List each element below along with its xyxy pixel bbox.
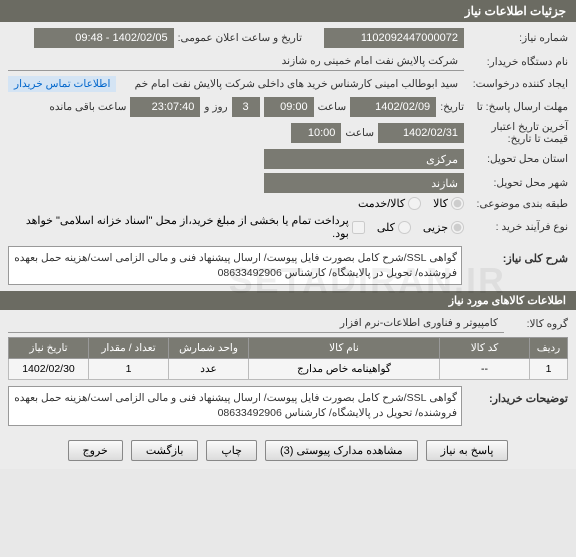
- cell-name: گواهینامه خاص مدارج: [249, 359, 440, 380]
- cell-unit: عدد: [169, 359, 249, 380]
- remain-days: 3: [232, 97, 260, 117]
- buy-type-label: نوع فرآیند خرید :: [468, 221, 568, 233]
- announce-value: 1402/02/05 - 09:48: [34, 28, 174, 48]
- radio-kala[interactable]: کالا: [433, 197, 464, 210]
- radio-kala-khadamat[interactable]: کالا/خدمت: [358, 197, 421, 210]
- validity-label: آخرین تاریخ اعتبار قیمت تا تاریخ:: [468, 121, 568, 145]
- cell-code: --: [440, 359, 530, 380]
- radio-jozee[interactable]: جزیی: [423, 221, 464, 234]
- col-code: کد کالا: [440, 338, 530, 359]
- items-header: اطلاعات کالاهای مورد نیاز: [0, 291, 576, 310]
- button-row: پاسخ به نیاز مشاهده مدارک پیوستی (3) چاپ…: [0, 432, 576, 469]
- col-date: تاریخ نیاز: [9, 338, 89, 359]
- need-no-value: 1102092447000072: [324, 28, 464, 48]
- form-area: شماره نیاز: 1102092447000072 تاریخ و ساع…: [0, 22, 576, 291]
- classification-label: طبقه بندی موضوعی:: [468, 198, 568, 210]
- cell-row: 1: [530, 359, 568, 380]
- col-qty: تعداد / مقدار: [89, 338, 169, 359]
- panel-header: جزئیات اطلاعات نیاز: [0, 0, 576, 22]
- group-label: گروه کالا:: [508, 318, 568, 330]
- buy-note-check: پرداخت تمام یا بخشی از مبلغ خرید،از محل …: [8, 214, 365, 240]
- contact-link[interactable]: اطلاعات تماس خریدار: [8, 76, 116, 92]
- desc-text: گواهی SSL/شرح کامل بصورت فایل پیوست/ ارس…: [8, 246, 462, 285]
- cell-qty: 1: [89, 359, 169, 380]
- deadline-date: 1402/02/09: [350, 97, 436, 117]
- print-button[interactable]: چاپ: [206, 440, 257, 461]
- classification-radio-group: کالا کالا/خدمت: [358, 197, 464, 210]
- exit-button[interactable]: خروج: [68, 440, 123, 461]
- buyer-label: نام دستگاه خریدار:: [468, 56, 568, 68]
- desc-title: شرح کلی نیاز:: [468, 252, 568, 265]
- col-name: نام کالا: [249, 338, 440, 359]
- remain-time: 23:07:40: [130, 97, 200, 117]
- deadline-label: مهلت ارسال پاسخ: تا: [468, 101, 568, 113]
- table-row[interactable]: 1 -- گواهینامه خاص مدارج عدد 1 1402/02/3…: [9, 359, 568, 380]
- buyer-value: شرکت پالایش نفت امام خمینی ره شازند: [8, 52, 464, 71]
- time-label-2: ساعت: [345, 127, 374, 139]
- until-label: تاریخ:: [440, 101, 464, 113]
- city-label: شهر محل تحویل:: [468, 177, 568, 189]
- announce-label: تاریخ و ساعت اعلان عمومی:: [178, 32, 302, 44]
- creator-value: سید ابوطالب امینی کارشناس خرید های داخلی…: [120, 75, 464, 93]
- buyer-notes-label: توضیحات خریدار:: [468, 392, 568, 405]
- back-button[interactable]: بازگشت: [131, 440, 199, 461]
- province-value: مرکزی: [264, 149, 464, 169]
- need-no-label: شماره نیاز:: [468, 32, 568, 44]
- buyer-notes-text: گواهی SSL/شرح کامل بصورت فایل پیوست/ ارس…: [8, 386, 462, 425]
- remain-days-label: روز و: [204, 101, 227, 113]
- col-unit: واحد شمارش: [169, 338, 249, 359]
- buytype-radio-group: جزیی کلی: [377, 221, 464, 234]
- province-label: استان محل تحویل:: [468, 153, 568, 165]
- items-table: ردیف کد کالا نام کالا واحد شمارش تعداد /…: [8, 337, 568, 380]
- creator-label: ایجاد کننده درخواست:: [468, 78, 568, 90]
- col-row: ردیف: [530, 338, 568, 359]
- city-value: شازند: [264, 173, 464, 193]
- remain-suffix: ساعت باقی مانده: [49, 101, 126, 113]
- deadline-time: 09:00: [264, 97, 314, 117]
- validity-date: 1402/02/31: [378, 123, 464, 143]
- time-label-1: ساعت: [318, 101, 347, 113]
- cell-date: 1402/02/30: [9, 359, 89, 380]
- reply-button[interactable]: پاسخ به نیاز: [426, 440, 509, 461]
- group-value: کامپیوتر و فناوری اطلاعات-نرم افزار: [8, 314, 504, 333]
- attachments-button[interactable]: مشاهده مدارک پیوستی (3): [265, 440, 418, 461]
- validity-time: 10:00: [291, 123, 341, 143]
- radio-kolli[interactable]: کلی: [377, 221, 411, 234]
